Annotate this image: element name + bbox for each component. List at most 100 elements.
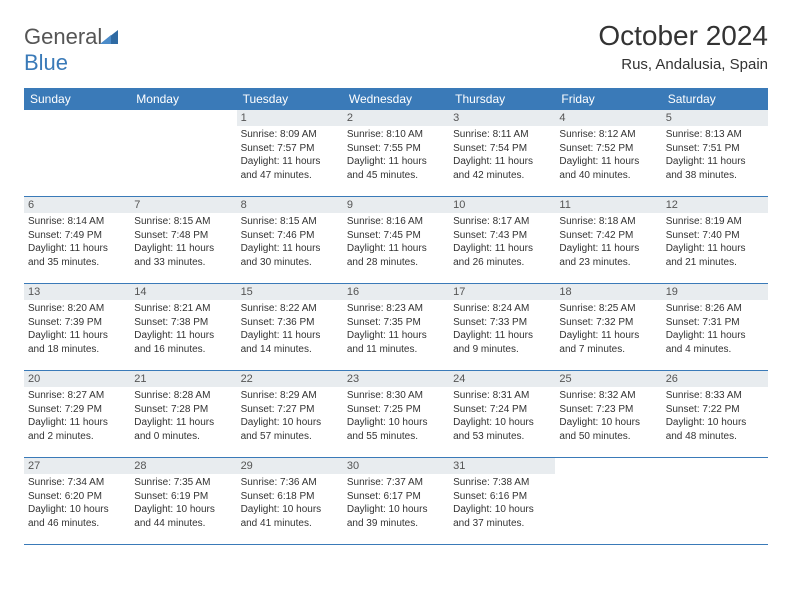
calendar-day-cell: 11Sunrise: 8:18 AMSunset: 7:42 PMDayligh… xyxy=(555,197,661,284)
day-number: 8 xyxy=(237,197,343,213)
day-number: 27 xyxy=(24,458,130,474)
calendar-empty-cell xyxy=(555,458,661,545)
day-number: 24 xyxy=(449,371,555,387)
calendar-day-cell: 24Sunrise: 8:31 AMSunset: 7:24 PMDayligh… xyxy=(449,371,555,458)
calendar-row: 1Sunrise: 8:09 AMSunset: 7:57 PMDaylight… xyxy=(24,110,768,197)
calendar-row: 6Sunrise: 8:14 AMSunset: 7:49 PMDaylight… xyxy=(24,197,768,284)
day-details: Sunrise: 8:32 AMSunset: 7:23 PMDaylight:… xyxy=(555,387,661,447)
weekday-header: Monday xyxy=(130,88,236,110)
day-number: 29 xyxy=(237,458,343,474)
calendar-day-cell: 10Sunrise: 8:17 AMSunset: 7:43 PMDayligh… xyxy=(449,197,555,284)
calendar-day-cell: 21Sunrise: 8:28 AMSunset: 7:28 PMDayligh… xyxy=(130,371,236,458)
day-number: 22 xyxy=(237,371,343,387)
calendar-day-cell: 23Sunrise: 8:30 AMSunset: 7:25 PMDayligh… xyxy=(343,371,449,458)
calendar-day-cell: 17Sunrise: 8:24 AMSunset: 7:33 PMDayligh… xyxy=(449,284,555,371)
day-details: Sunrise: 8:13 AMSunset: 7:51 PMDaylight:… xyxy=(662,126,768,186)
weekday-header: Friday xyxy=(555,88,661,110)
day-number: 7 xyxy=(130,197,236,213)
calendar-day-cell: 13Sunrise: 8:20 AMSunset: 7:39 PMDayligh… xyxy=(24,284,130,371)
calendar-day-cell: 8Sunrise: 8:15 AMSunset: 7:46 PMDaylight… xyxy=(237,197,343,284)
page-header: GeneralBlue October 2024 Rus, Andalusia,… xyxy=(24,20,768,76)
day-details: Sunrise: 7:38 AMSunset: 6:16 PMDaylight:… xyxy=(449,474,555,534)
calendar-row: 20Sunrise: 8:27 AMSunset: 7:29 PMDayligh… xyxy=(24,371,768,458)
calendar-day-cell: 20Sunrise: 8:27 AMSunset: 7:29 PMDayligh… xyxy=(24,371,130,458)
calendar-day-cell: 22Sunrise: 8:29 AMSunset: 7:27 PMDayligh… xyxy=(237,371,343,458)
calendar-day-cell: 29Sunrise: 7:36 AMSunset: 6:18 PMDayligh… xyxy=(237,458,343,545)
day-number: 11 xyxy=(555,197,661,213)
weekday-header: Thursday xyxy=(449,88,555,110)
day-details: Sunrise: 8:22 AMSunset: 7:36 PMDaylight:… xyxy=(237,300,343,360)
day-number: 3 xyxy=(449,110,555,126)
day-details: Sunrise: 8:33 AMSunset: 7:22 PMDaylight:… xyxy=(662,387,768,447)
calendar-day-cell: 2Sunrise: 8:10 AMSunset: 7:55 PMDaylight… xyxy=(343,110,449,197)
day-number: 25 xyxy=(555,371,661,387)
day-details: Sunrise: 8:28 AMSunset: 7:28 PMDaylight:… xyxy=(130,387,236,447)
brand-triangle-icon xyxy=(100,24,118,38)
day-details: Sunrise: 8:23 AMSunset: 7:35 PMDaylight:… xyxy=(343,300,449,360)
calendar-day-cell: 16Sunrise: 8:23 AMSunset: 7:35 PMDayligh… xyxy=(343,284,449,371)
calendar-day-cell: 30Sunrise: 7:37 AMSunset: 6:17 PMDayligh… xyxy=(343,458,449,545)
day-number: 5 xyxy=(662,110,768,126)
calendar-day-cell: 9Sunrise: 8:16 AMSunset: 7:45 PMDaylight… xyxy=(343,197,449,284)
day-details: Sunrise: 8:17 AMSunset: 7:43 PMDaylight:… xyxy=(449,213,555,273)
calendar-day-cell: 19Sunrise: 8:26 AMSunset: 7:31 PMDayligh… xyxy=(662,284,768,371)
day-number: 28 xyxy=(130,458,236,474)
day-number: 18 xyxy=(555,284,661,300)
weekday-header: Sunday xyxy=(24,88,130,110)
calendar-day-cell: 18Sunrise: 8:25 AMSunset: 7:32 PMDayligh… xyxy=(555,284,661,371)
title-block: October 2024 Rus, Andalusia, Spain xyxy=(598,20,768,73)
day-details: Sunrise: 8:12 AMSunset: 7:52 PMDaylight:… xyxy=(555,126,661,186)
day-details: Sunrise: 8:11 AMSunset: 7:54 PMDaylight:… xyxy=(449,126,555,186)
day-details: Sunrise: 7:37 AMSunset: 6:17 PMDaylight:… xyxy=(343,474,449,534)
calendar-day-cell: 5Sunrise: 8:13 AMSunset: 7:51 PMDaylight… xyxy=(662,110,768,197)
day-number: 12 xyxy=(662,197,768,213)
location-text: Rus, Andalusia, Spain xyxy=(598,56,768,73)
day-details: Sunrise: 8:25 AMSunset: 7:32 PMDaylight:… xyxy=(555,300,661,360)
calendar-day-cell: 12Sunrise: 8:19 AMSunset: 7:40 PMDayligh… xyxy=(662,197,768,284)
calendar-empty-cell xyxy=(130,110,236,197)
day-details: Sunrise: 8:10 AMSunset: 7:55 PMDaylight:… xyxy=(343,126,449,186)
day-details: Sunrise: 8:09 AMSunset: 7:57 PMDaylight:… xyxy=(237,126,343,186)
day-number: 30 xyxy=(343,458,449,474)
calendar-table: SundayMondayTuesdayWednesdayThursdayFrid… xyxy=(24,88,768,545)
day-number: 26 xyxy=(662,371,768,387)
day-number: 16 xyxy=(343,284,449,300)
day-details: Sunrise: 8:20 AMSunset: 7:39 PMDaylight:… xyxy=(24,300,130,360)
calendar-row: 13Sunrise: 8:20 AMSunset: 7:39 PMDayligh… xyxy=(24,284,768,371)
day-details: Sunrise: 8:16 AMSunset: 7:45 PMDaylight:… xyxy=(343,213,449,273)
day-number: 14 xyxy=(130,284,236,300)
day-details: Sunrise: 8:24 AMSunset: 7:33 PMDaylight:… xyxy=(449,300,555,360)
day-details: Sunrise: 8:18 AMSunset: 7:42 PMDaylight:… xyxy=(555,213,661,273)
calendar-day-cell: 31Sunrise: 7:38 AMSunset: 6:16 PMDayligh… xyxy=(449,458,555,545)
day-number: 6 xyxy=(24,197,130,213)
day-details: Sunrise: 8:15 AMSunset: 7:48 PMDaylight:… xyxy=(130,213,236,273)
calendar-day-cell: 1Sunrise: 8:09 AMSunset: 7:57 PMDaylight… xyxy=(237,110,343,197)
calendar-day-cell: 25Sunrise: 8:32 AMSunset: 7:23 PMDayligh… xyxy=(555,371,661,458)
calendar-day-cell: 6Sunrise: 8:14 AMSunset: 7:49 PMDaylight… xyxy=(24,197,130,284)
weekday-header: Saturday xyxy=(662,88,768,110)
day-number: 19 xyxy=(662,284,768,300)
calendar-day-cell: 28Sunrise: 7:35 AMSunset: 6:19 PMDayligh… xyxy=(130,458,236,545)
month-title: October 2024 xyxy=(598,20,768,52)
day-details: Sunrise: 8:27 AMSunset: 7:29 PMDaylight:… xyxy=(24,387,130,447)
brand-logo: GeneralBlue xyxy=(24,20,118,76)
brand-text: GeneralBlue xyxy=(24,24,118,76)
day-details: Sunrise: 8:31 AMSunset: 7:24 PMDaylight:… xyxy=(449,387,555,447)
day-number: 20 xyxy=(24,371,130,387)
day-number: 10 xyxy=(449,197,555,213)
day-number: 17 xyxy=(449,284,555,300)
calendar-day-cell: 27Sunrise: 7:34 AMSunset: 6:20 PMDayligh… xyxy=(24,458,130,545)
weekday-header: Wednesday xyxy=(343,88,449,110)
day-details: Sunrise: 8:29 AMSunset: 7:27 PMDaylight:… xyxy=(237,387,343,447)
day-details: Sunrise: 8:19 AMSunset: 7:40 PMDaylight:… xyxy=(662,213,768,273)
day-number: 1 xyxy=(237,110,343,126)
calendar-day-cell: 26Sunrise: 8:33 AMSunset: 7:22 PMDayligh… xyxy=(662,371,768,458)
day-number: 9 xyxy=(343,197,449,213)
calendar-day-cell: 15Sunrise: 8:22 AMSunset: 7:36 PMDayligh… xyxy=(237,284,343,371)
day-details: Sunrise: 8:15 AMSunset: 7:46 PMDaylight:… xyxy=(237,213,343,273)
day-details: Sunrise: 8:30 AMSunset: 7:25 PMDaylight:… xyxy=(343,387,449,447)
calendar-empty-cell xyxy=(662,458,768,545)
day-details: Sunrise: 8:26 AMSunset: 7:31 PMDaylight:… xyxy=(662,300,768,360)
calendar-day-cell: 3Sunrise: 8:11 AMSunset: 7:54 PMDaylight… xyxy=(449,110,555,197)
day-details: Sunrise: 7:34 AMSunset: 6:20 PMDaylight:… xyxy=(24,474,130,534)
